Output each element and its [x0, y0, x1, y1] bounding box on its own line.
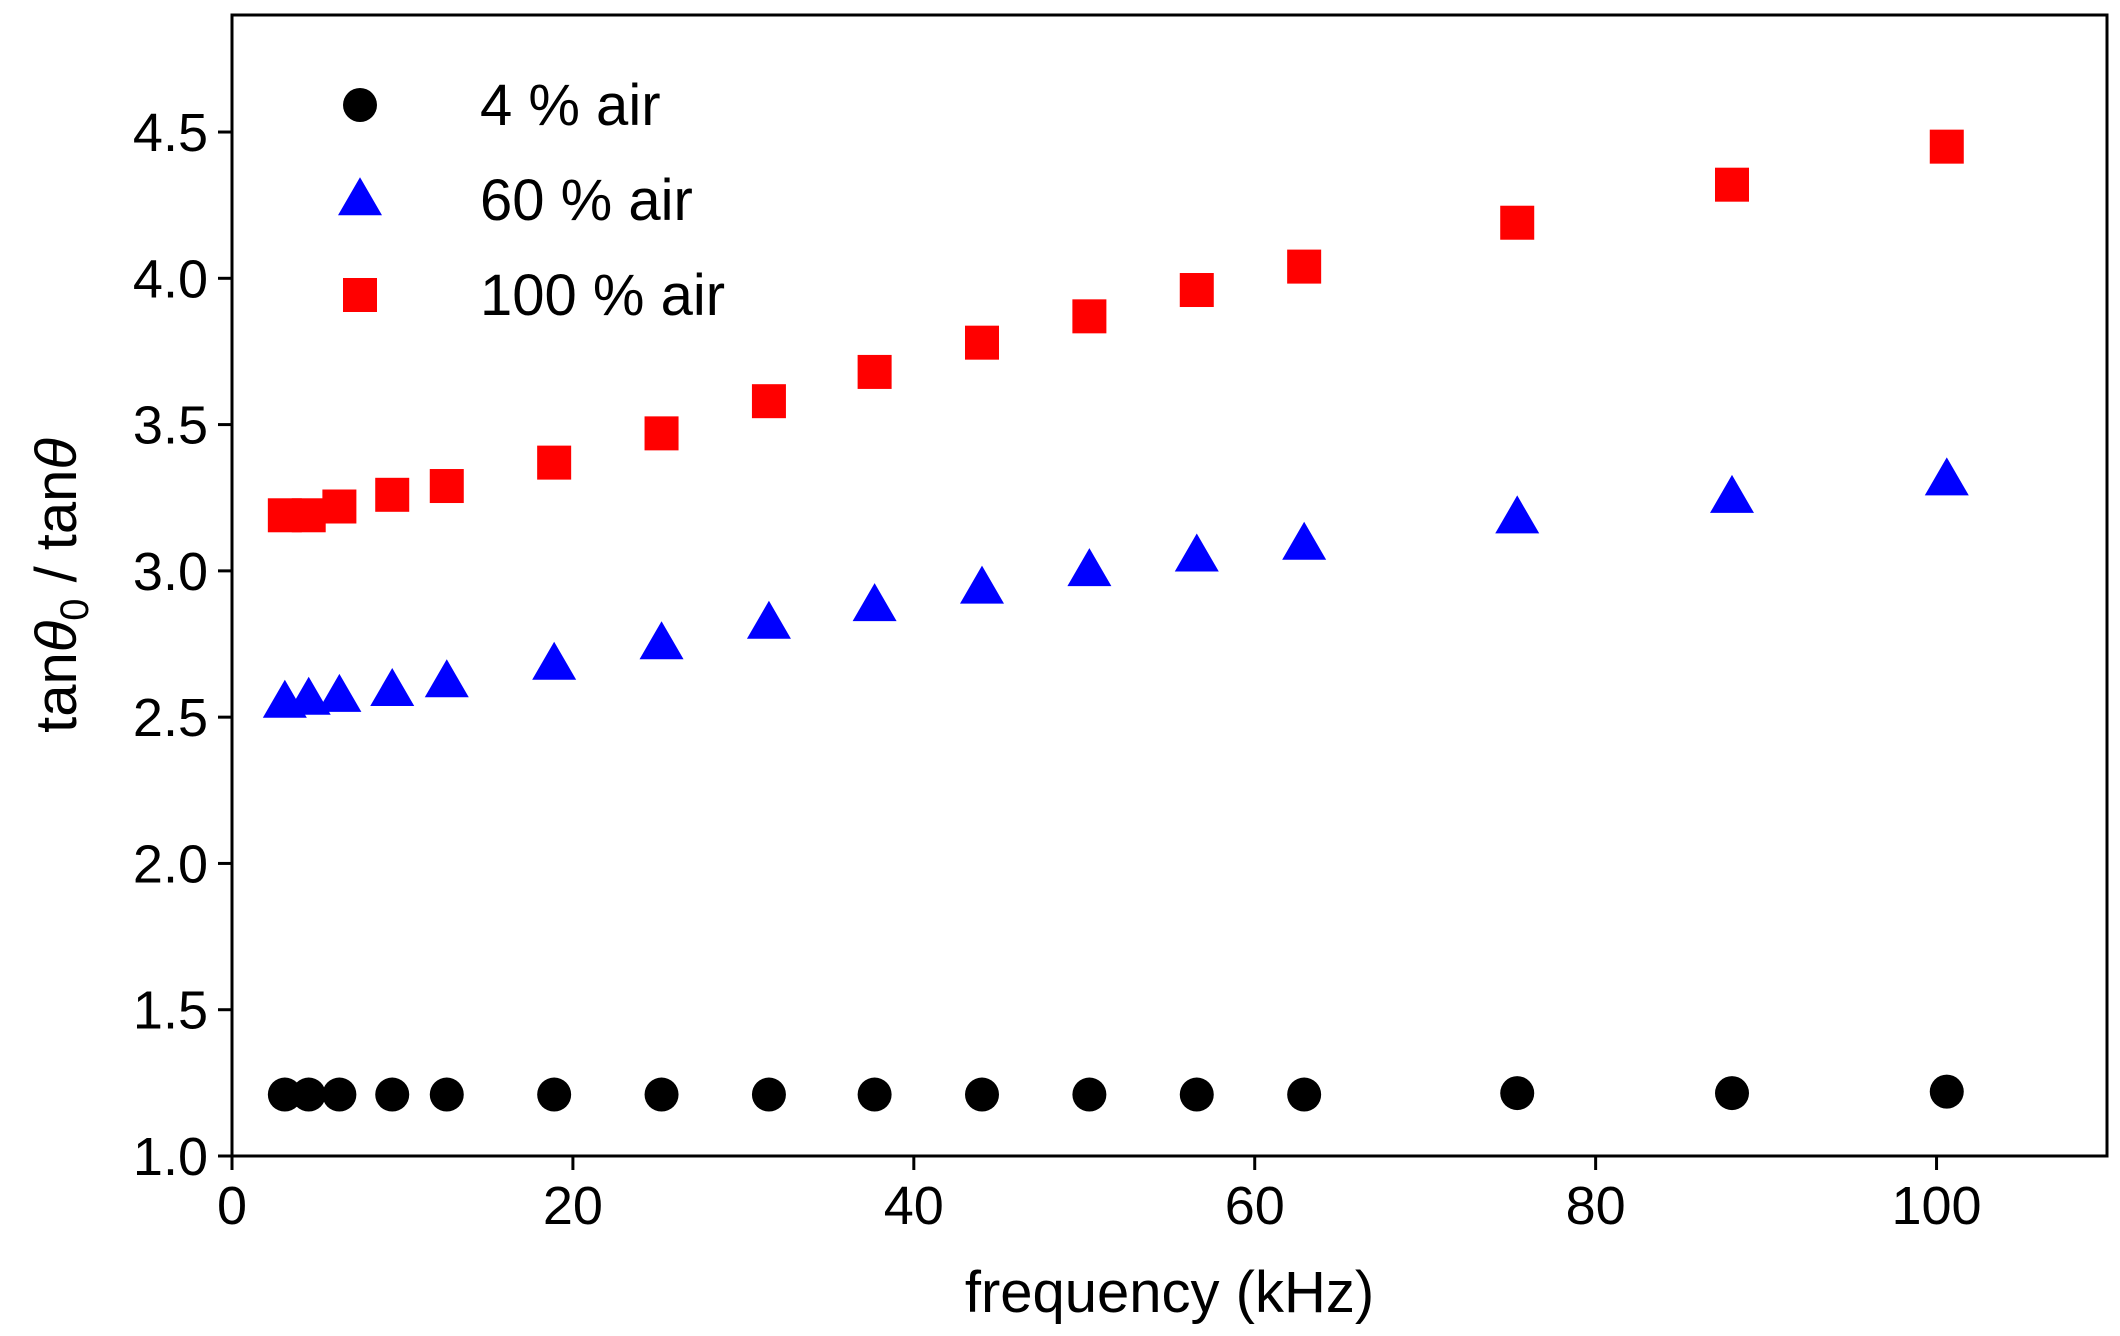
x-tick-label: 0 — [217, 1176, 247, 1236]
data-point-4-percent-air — [965, 1077, 999, 1112]
data-point-60-percent-air — [852, 583, 897, 622]
x-tick-label: 80 — [1566, 1176, 1626, 1236]
data-point-60-percent-air — [746, 600, 791, 639]
data-point-4-percent-air — [1179, 1077, 1214, 1112]
data-point-100-percent-air — [537, 445, 572, 480]
data-point-4-percent-air — [1715, 1076, 1749, 1111]
y-axis-label: tanθ0 / tanθ — [24, 438, 97, 733]
y-tick-label: 1.5 — [133, 981, 208, 1041]
data-point-100-percent-air — [1929, 129, 1964, 164]
data-point-4-percent-air — [267, 1077, 302, 1112]
y-tick-label: 3.5 — [133, 396, 208, 456]
data-point-100-percent-air — [291, 498, 326, 533]
y-tick-label: 4.5 — [133, 103, 208, 163]
y-label-theta-2: θ — [24, 438, 89, 469]
data-point-4-percent-air — [857, 1077, 892, 1112]
data-point-4-percent-air — [751, 1077, 786, 1112]
x-tick-label: 40 — [884, 1176, 944, 1236]
data-point-60-percent-air — [639, 621, 684, 660]
data-point-60-percent-air — [286, 676, 331, 715]
data-point-60-percent-air — [1495, 495, 1540, 534]
data-point-4-percent-air — [1500, 1076, 1535, 1111]
y-label-tan: tan — [24, 652, 89, 733]
data-point-100-percent-air — [322, 489, 357, 524]
y-axis: 1.0 1.5 2.0 2.5 3.0 3.5 4.0 4.5 — [133, 103, 232, 1187]
data-point-60-percent-air — [960, 565, 1004, 604]
x-axis: 0 20 40 60 80 100 — [217, 1156, 1982, 1236]
data-point-100-percent-air — [965, 325, 999, 360]
data-point-100-percent-air — [1179, 273, 1214, 308]
legend-label: 60 % air — [480, 168, 693, 233]
x-tick-label: 60 — [1225, 1176, 1285, 1236]
data-point-4-percent-air — [1287, 1077, 1322, 1112]
x-axis-label: frequency (kHz) — [965, 1260, 1374, 1325]
legend-marker — [338, 177, 382, 216]
y-label-subscript: 0 — [53, 599, 97, 621]
legend-label: 100 % air — [480, 263, 725, 328]
x-tick-label: 100 — [1891, 1176, 1981, 1236]
legend-marker — [343, 88, 377, 122]
data-markers — [262, 129, 1969, 1112]
legend-label: 4 % air — [480, 73, 661, 138]
data-point-60-percent-air — [370, 668, 415, 707]
data-point-60-percent-air — [1710, 474, 1754, 513]
data-point-60-percent-air — [1924, 457, 1969, 496]
data-point-4-percent-air — [291, 1077, 326, 1112]
data-point-100-percent-air — [429, 469, 464, 504]
data-point-4-percent-air — [429, 1077, 464, 1112]
data-point-100-percent-air — [1715, 167, 1749, 202]
data-point-4-percent-air — [537, 1077, 572, 1112]
data-point-60-percent-air — [424, 659, 469, 698]
data-point-100-percent-air — [1500, 205, 1535, 240]
data-point-4-percent-air — [1929, 1074, 1964, 1109]
data-point-100-percent-air — [751, 384, 786, 419]
data-point-100-percent-air — [1287, 249, 1322, 284]
data-point-4-percent-air — [322, 1077, 357, 1112]
legend: 4 % air 60 % air 100 % air — [338, 73, 725, 328]
data-point-100-percent-air — [375, 477, 410, 512]
y-tick-label: 3.0 — [133, 542, 208, 602]
data-point-60-percent-air — [1067, 548, 1112, 587]
data-point-100-percent-air — [1072, 299, 1107, 334]
x-tick-label: 20 — [543, 1176, 603, 1236]
data-point-4-percent-air — [375, 1077, 410, 1112]
plot-frame — [230, 13, 2109, 1158]
y-label-theta: θ — [24, 621, 89, 652]
legend-marker — [343, 278, 377, 312]
data-point-60-percent-air — [532, 641, 577, 680]
y-label-divider: / tan — [24, 470, 89, 599]
data-point-4-percent-air — [644, 1077, 679, 1112]
data-point-60-percent-air — [1282, 521, 1327, 560]
y-tick-label: 4.0 — [133, 249, 208, 309]
data-point-100-percent-air — [857, 354, 892, 389]
y-tick-label: 1.0 — [133, 1127, 208, 1187]
data-point-60-percent-air — [317, 673, 362, 712]
y-tick-label: 2.0 — [133, 834, 208, 894]
y-tick-label: 2.5 — [133, 688, 208, 748]
data-point-4-percent-air — [1072, 1077, 1107, 1112]
data-point-100-percent-air — [644, 416, 679, 451]
data-point-60-percent-air — [1174, 533, 1219, 572]
